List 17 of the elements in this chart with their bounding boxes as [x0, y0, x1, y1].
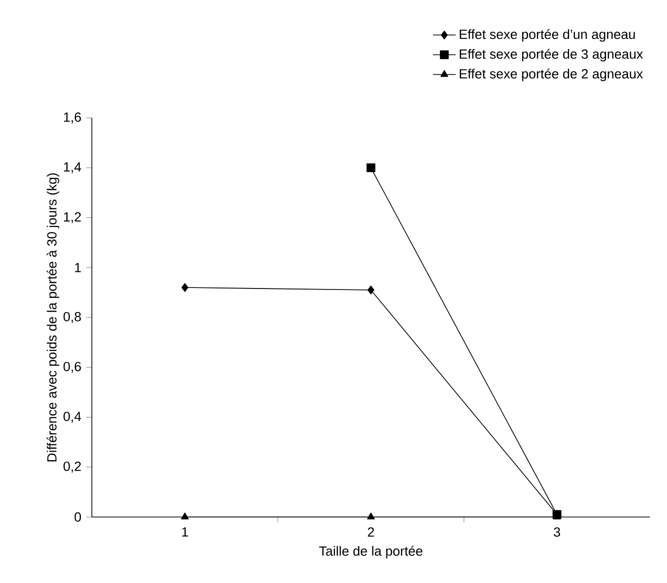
y-tick-label: 0,8 [64, 312, 81, 323]
x-tick-label: 3 [554, 527, 560, 537]
x-tick-label: 2 [368, 527, 374, 537]
y-tick-label: 1,6 [64, 112, 81, 124]
y-tick-label: 1 [75, 262, 81, 272]
legend-label: Effet sexe portée d’un agneau [460, 29, 635, 42]
y-tick-label: 0 [74, 512, 81, 522]
y-tick-label: 0,4 [64, 412, 82, 423]
x-axis-title: Taille de la portée [319, 546, 422, 558]
y-tick-label: 1,2 [64, 212, 81, 224]
y-tick-label: 1,4 [64, 162, 82, 174]
y-tick-label: 0,6 [64, 362, 81, 373]
legend-label: Effet sexe portée de 3 agneaux [460, 48, 643, 62]
x-tick-label: 1 [182, 527, 188, 536]
legend-label: Effet sexe portée de 2 agneaux [460, 68, 643, 82]
y-tick-label: 0,2 [64, 462, 81, 473]
y-axis-title: Différence avec poids de la portée à 30 jours (kg) [46, 173, 60, 462]
